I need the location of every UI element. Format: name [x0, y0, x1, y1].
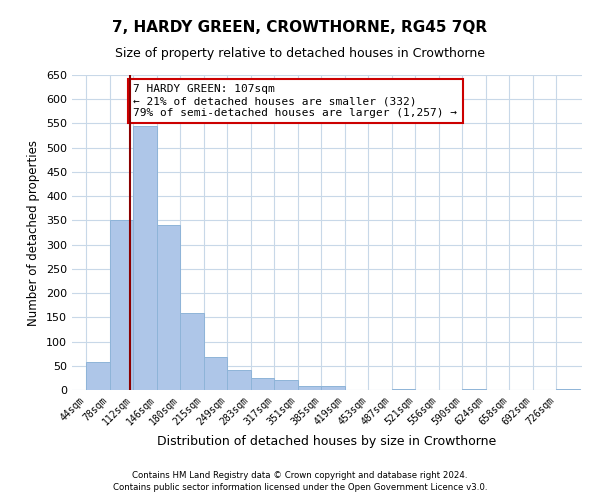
Bar — [251, 378, 274, 390]
Bar — [133, 126, 157, 390]
Bar — [556, 389, 580, 390]
Bar — [392, 389, 415, 390]
X-axis label: Distribution of detached houses by size in Crowthorne: Distribution of detached houses by size … — [157, 435, 497, 448]
Bar — [321, 386, 344, 390]
Text: Contains HM Land Registry data © Crown copyright and database right 2024.: Contains HM Land Registry data © Crown c… — [132, 471, 468, 480]
Y-axis label: Number of detached properties: Number of detached properties — [28, 140, 40, 326]
Bar — [180, 314, 203, 390]
Text: 7, HARDY GREEN, CROWTHORNE, RG45 7QR: 7, HARDY GREEN, CROWTHORNE, RG45 7QR — [112, 20, 488, 35]
Bar — [298, 386, 321, 390]
Bar — [157, 225, 180, 390]
Text: Size of property relative to detached houses in Crowthorne: Size of property relative to detached ho… — [115, 48, 485, 60]
Bar — [203, 357, 227, 390]
Text: 7 HARDY GREEN: 107sqm
← 21% of detached houses are smaller (332)
79% of semi-det: 7 HARDY GREEN: 107sqm ← 21% of detached … — [133, 84, 457, 117]
Bar — [227, 370, 251, 390]
Text: Contains public sector information licensed under the Open Government Licence v3: Contains public sector information licen… — [113, 484, 487, 492]
Bar — [86, 362, 110, 390]
Bar — [462, 389, 485, 390]
Bar — [110, 220, 133, 390]
Bar — [274, 380, 298, 390]
